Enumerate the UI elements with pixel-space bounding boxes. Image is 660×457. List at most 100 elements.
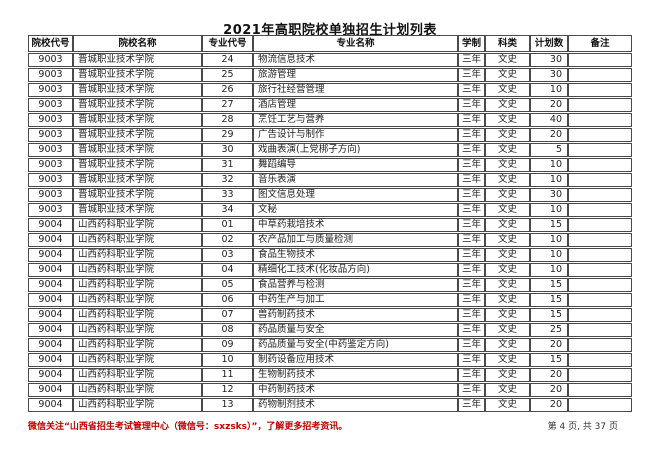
major-name-cell: 物流信息技术 [253, 53, 458, 67]
category-cell: 文史 [485, 383, 530, 397]
plan-count-cell: 15 [530, 218, 568, 232]
plan-count-cell: 15 [530, 293, 568, 307]
college-name-cell: 晋城职业技术学院 [73, 113, 202, 127]
duration-cell: 三年 [458, 218, 485, 232]
duration-cell: 三年 [458, 263, 485, 277]
table-row: 9004 山西药科职业学院 04 精细化工技术(化妆品方向) 三年 文史 10 [28, 263, 632, 277]
major-name-cell: 文秘 [253, 203, 458, 217]
college-name-cell: 山西药科职业学院 [73, 308, 202, 322]
college-code-cell: 9004 [28, 338, 73, 352]
college-name-cell: 晋城职业技术学院 [73, 128, 202, 142]
major-code-cell: 07 [202, 308, 253, 322]
college-code-cell: 9003 [28, 158, 73, 172]
header-row: 院校代号 院校名称 专业代号 专业名称 学制 科类 计划数 备注 [28, 35, 632, 52]
remark-cell [568, 203, 632, 217]
column-header-major-name: 专业名称 [253, 35, 458, 52]
table-row: 9004 山西药科职业学院 03 食品生物技术 三年 文史 10 [28, 248, 632, 262]
major-code-cell: 24 [202, 53, 253, 67]
category-cell: 文史 [485, 233, 530, 247]
column-header-college-code: 院校代号 [28, 35, 73, 52]
college-name-cell: 晋城职业技术学院 [73, 53, 202, 67]
table-row: 9003 晋城职业技术学院 32 音乐表演 三年 文史 10 [28, 173, 632, 187]
college-code-cell: 9004 [28, 263, 73, 277]
major-name-cell: 音乐表演 [253, 173, 458, 187]
college-code-cell: 9004 [28, 368, 73, 382]
category-cell: 文史 [485, 263, 530, 277]
remark-cell [568, 308, 632, 322]
table-row: 9003 晋城职业技术学院 29 广告设计与制作 三年 文史 20 [28, 128, 632, 142]
college-code-cell: 9004 [28, 293, 73, 307]
college-code-cell: 9003 [28, 68, 73, 82]
college-code-cell: 9004 [28, 353, 73, 367]
college-name-cell: 晋城职业技术学院 [73, 188, 202, 202]
major-code-cell: 06 [202, 293, 253, 307]
plan-count-cell: 10 [530, 248, 568, 262]
category-cell: 文史 [485, 308, 530, 322]
table-row: 9004 山西药科职业学院 07 兽药制药技术 三年 文史 15 [28, 308, 632, 322]
duration-cell: 三年 [458, 293, 485, 307]
major-code-cell: 09 [202, 338, 253, 352]
plan-count-cell: 10 [530, 263, 568, 277]
category-cell: 文史 [485, 113, 530, 127]
table-row: 9004 山西药科职业学院 13 药物制剂技术 三年 文史 20 [28, 398, 632, 412]
duration-cell: 三年 [458, 53, 485, 67]
college-name-cell: 山西药科职业学院 [73, 233, 202, 247]
category-cell: 文史 [485, 248, 530, 262]
remark-cell [568, 188, 632, 202]
plan-count-cell: 10 [530, 203, 568, 217]
college-code-cell: 9004 [28, 233, 73, 247]
page-indicator: 第 4 页, 共 37 页 [547, 422, 618, 432]
plan-count-cell: 5 [530, 143, 568, 157]
duration-cell: 三年 [458, 278, 485, 292]
category-cell: 文史 [485, 293, 530, 307]
plan-count-cell: 15 [530, 278, 568, 292]
major-name-cell: 农产品加工与质量检测 [253, 233, 458, 247]
plan-count-cell: 20 [530, 128, 568, 142]
column-header-duration: 学制 [458, 35, 485, 52]
table-header: 院校代号 院校名称 专业代号 专业名称 学制 科类 计划数 备注 [28, 35, 632, 52]
remark-cell [568, 158, 632, 172]
table-row: 9003 晋城职业技术学院 34 文秘 三年 文史 10 [28, 203, 632, 217]
remark-cell [568, 98, 632, 112]
major-code-cell: 30 [202, 143, 253, 157]
table-row: 9004 山西药科职业学院 12 中药制药技术 三年 文史 20 [28, 383, 632, 397]
college-code-cell: 9003 [28, 113, 73, 127]
duration-cell: 三年 [458, 398, 485, 412]
college-code-cell: 9004 [28, 398, 73, 412]
major-name-cell: 药品质量与安全(中药鉴定方向) [253, 338, 458, 352]
major-name-cell: 生物制药技术 [253, 368, 458, 382]
college-code-cell: 9003 [28, 188, 73, 202]
category-cell: 文史 [485, 128, 530, 142]
major-name-cell: 中药制药技术 [253, 383, 458, 397]
duration-cell: 三年 [458, 368, 485, 382]
college-name-cell: 山西药科职业学院 [73, 398, 202, 412]
table-row: 9004 山西药科职业学院 08 药品质量与安全 三年 文史 25 [28, 323, 632, 337]
major-name-cell: 食品营养与检测 [253, 278, 458, 292]
major-code-cell: 27 [202, 98, 253, 112]
column-header-category: 科类 [485, 35, 530, 52]
college-name-cell: 晋城职业技术学院 [73, 83, 202, 97]
table-row: 9004 山西药科职业学院 10 制药设备应用技术 三年 文史 15 [28, 353, 632, 367]
remark-cell [568, 368, 632, 382]
remark-cell [568, 398, 632, 412]
table-row: 9003 晋城职业技术学院 28 烹饪工艺与营养 三年 文史 40 [28, 113, 632, 127]
remark-cell [568, 293, 632, 307]
page-footer: 微信关注“山西省招生考试管理中心（微信号：sxzsks）”，了解更多招考资讯。 … [28, 419, 632, 432]
plan-count-cell: 10 [530, 173, 568, 187]
major-name-cell: 广告设计与制作 [253, 128, 458, 142]
major-name-cell: 旅行社经营管理 [253, 83, 458, 97]
plan-count-cell: 20 [530, 368, 568, 382]
plan-count-cell: 25 [530, 323, 568, 337]
major-name-cell: 精细化工技术(化妆品方向) [253, 263, 458, 277]
college-name-cell: 晋城职业技术学院 [73, 158, 202, 172]
major-name-cell: 旅游管理 [253, 68, 458, 82]
category-cell: 文史 [485, 98, 530, 112]
category-cell: 文史 [485, 53, 530, 67]
duration-cell: 三年 [458, 308, 485, 322]
category-cell: 文史 [485, 203, 530, 217]
remark-cell [568, 338, 632, 352]
category-cell: 文史 [485, 158, 530, 172]
major-code-cell: 02 [202, 233, 253, 247]
category-cell: 文史 [485, 143, 530, 157]
major-name-cell: 药品质量与安全 [253, 323, 458, 337]
